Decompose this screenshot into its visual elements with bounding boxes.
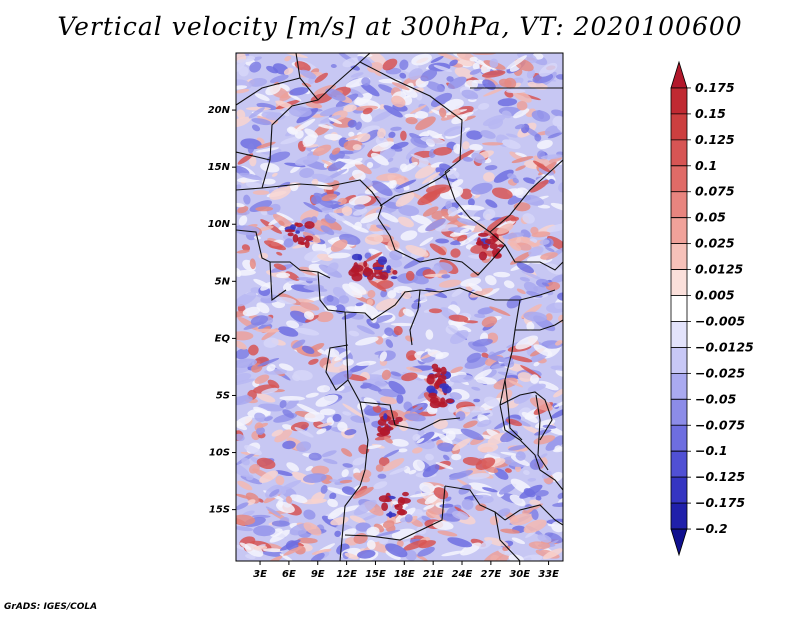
colorbar: 0.175 0.15 0.125 0.1 0.075 0.05 0.025 0.0125 0.0… <box>670 60 754 557</box>
colorbar-label: 0.075 <box>695 184 735 199</box>
lon-tick-label: 21E <box>423 569 444 580</box>
lat-tick-label: 5N <box>215 276 231 287</box>
lat-tick-label: 10N <box>208 219 231 230</box>
colorbar-label: −0.075 <box>695 417 745 432</box>
lon-tick-label: 33E <box>538 569 559 580</box>
colorbar-swatch <box>670 165 688 193</box>
lat-tick-label: EQ <box>215 333 231 344</box>
colorbar-label: 0.005 <box>695 288 735 303</box>
colorbar-label: −0.2 <box>695 521 728 536</box>
lon-tick-label: 3E <box>253 569 267 580</box>
lon-tick-label: 30E <box>509 569 530 580</box>
colorbar-label: 0.175 <box>695 80 735 95</box>
colorbar-swatch <box>670 347 688 374</box>
colorbar-label: 0.125 <box>695 132 735 147</box>
lat-tick-label: 5S <box>216 390 230 401</box>
colorbar-swatch <box>670 269 688 296</box>
colorbar-swatch <box>670 191 688 219</box>
colorbar-label: 0.025 <box>695 236 735 251</box>
colorbar-label: −0.175 <box>695 495 745 510</box>
lon-tick-label: 27E <box>480 569 501 580</box>
colorbar-swatch <box>670 87 688 115</box>
colorbar-label: 0.1 <box>695 158 717 173</box>
colorbar-swatch <box>670 217 688 245</box>
colorbar-swatch <box>670 476 688 504</box>
colorbar-swatch <box>670 295 688 322</box>
lon-tick-label: 18E <box>394 569 415 580</box>
colorbar-label: 0.15 <box>695 106 726 121</box>
colorbar-swatch <box>670 502 688 530</box>
colorbar-label: −0.025 <box>695 365 745 380</box>
colorbar-swatch <box>670 139 688 167</box>
lon-tick-label: 6E <box>282 569 296 580</box>
colorbar-label: −0.0125 <box>695 339 754 354</box>
lat-tick-label: 15S <box>209 505 230 516</box>
lon-tick-label: 12E <box>336 569 357 580</box>
chart-title: Vertical velocity [m/s] at 300hPa, VT: 2… <box>57 12 743 41</box>
colorbar-label: 0.0125 <box>695 262 744 277</box>
colorbar-label: 0.05 <box>695 210 726 225</box>
colorbar-swatch <box>670 243 688 270</box>
grads-credit: GrADS: IGES/COLA <box>4 602 98 612</box>
colorbar-swatch <box>670 450 688 478</box>
colorbar-swatch <box>670 60 688 89</box>
lat-tick-label: 15N <box>208 162 231 173</box>
lon-tick-label: 9E <box>311 569 325 580</box>
lat-tick-label: 10S <box>209 448 230 459</box>
velocity-field <box>236 53 563 561</box>
colorbar-swatch <box>670 424 688 452</box>
colorbar-swatch <box>670 528 688 557</box>
colorbar-swatch <box>670 372 688 400</box>
lon-tick-label: 15E <box>365 569 386 580</box>
colorbar-label: −0.1 <box>695 443 728 458</box>
colorbar-swatch <box>670 321 688 348</box>
lon-tick-label: 24E <box>452 569 473 580</box>
colorbar-swatch <box>670 113 688 141</box>
country-borders <box>236 53 563 561</box>
colorbar-label: −0.05 <box>695 391 737 406</box>
colorbar-label: −0.005 <box>695 313 745 328</box>
map-frame <box>235 52 564 562</box>
map-axes: 20N 15N 10N 5N EQ 5S 10S 15S 3E 6E 9E 12E 15E 18E 21E 2… <box>208 105 559 580</box>
colorbar-label: −0.125 <box>695 469 745 484</box>
lat-tick-label: 20N <box>208 105 231 116</box>
colorbar-swatch <box>670 398 688 426</box>
